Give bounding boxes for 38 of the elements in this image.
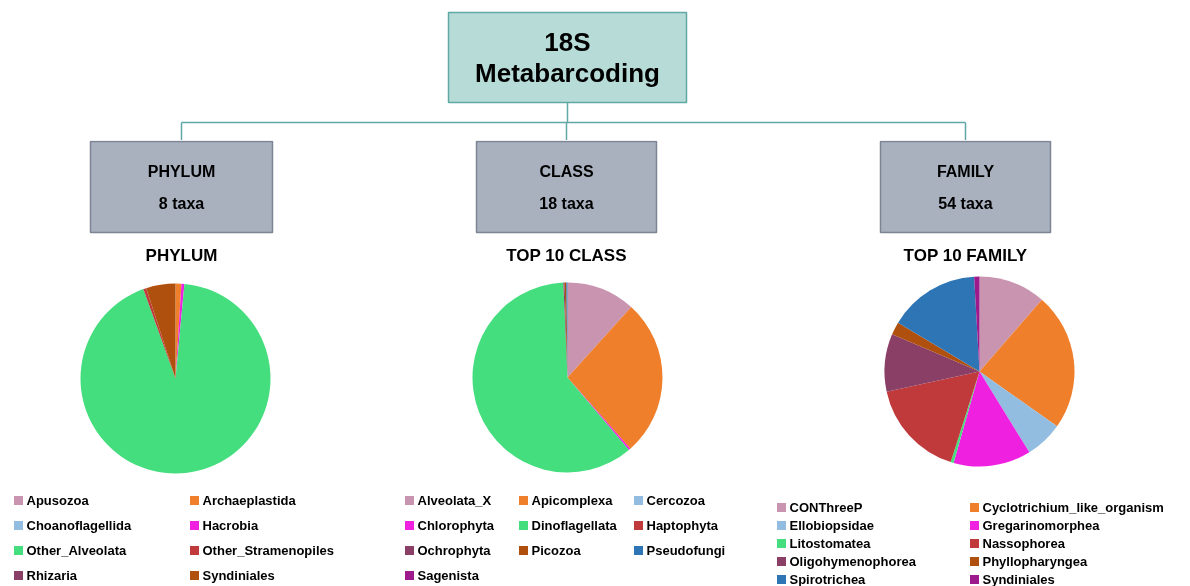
text: CLASS xyxy=(539,163,594,180)
legend-label: Spirotrichea xyxy=(789,572,867,586)
legend-label: Cercozoa xyxy=(646,493,706,508)
legend-label: Archaeplastida xyxy=(202,493,297,508)
legend-label: Haptophyta xyxy=(646,518,719,533)
text: 8 taxa xyxy=(158,195,205,212)
legend-label: Ellobiopsidae xyxy=(789,518,875,533)
legend-label: Other_Stramenopiles xyxy=(202,543,334,558)
legend-label: Hacrobia xyxy=(202,518,259,533)
legend-label: Gregarinomorphea xyxy=(982,518,1101,533)
chart-title: TOP 10 CLASS xyxy=(506,246,627,265)
legend-label: Alveolata_X xyxy=(417,493,492,508)
legend-label: Sagenista xyxy=(417,568,480,583)
text: FAMILY xyxy=(936,163,995,180)
chart-title: TOP 10 FAMILY xyxy=(903,246,1028,265)
legend-label: Apusozoa xyxy=(26,493,90,508)
legend-label: Chlorophyta xyxy=(417,518,495,533)
text: PHYLUM xyxy=(147,163,216,180)
legend-label: Pseudofungi xyxy=(646,543,726,558)
legend-label: Phyllopharyngea xyxy=(982,554,1089,569)
legend-label: Ochrophyta xyxy=(417,543,492,558)
text: 54 taxa xyxy=(938,195,993,212)
text: 18 taxa xyxy=(539,195,594,212)
legend-label: Oligohymenophorea xyxy=(789,554,917,569)
legend-label: Syndiniales xyxy=(202,568,275,583)
legend-label: Litostomatea xyxy=(789,536,872,551)
legend-label: Syndiniales xyxy=(982,572,1055,586)
legend-label: Picozoa xyxy=(531,543,582,558)
legend-label: Rhizaria xyxy=(26,568,78,583)
legend-label: Apicomplexa xyxy=(531,493,614,508)
legend-label: Nassophorea xyxy=(982,536,1066,551)
text: 18S Metabarcoding xyxy=(475,27,660,88)
legend-label: Other_Alveolata xyxy=(26,543,127,558)
legend-label: Cyclotrichium_like_organism xyxy=(982,500,1164,515)
legend-label: CONThreeP xyxy=(789,500,863,515)
chart-title: PHYLUM xyxy=(145,246,218,265)
legend-label: Choanoflagellida xyxy=(26,518,132,533)
legend-label: Dinoflagellata xyxy=(531,518,618,533)
